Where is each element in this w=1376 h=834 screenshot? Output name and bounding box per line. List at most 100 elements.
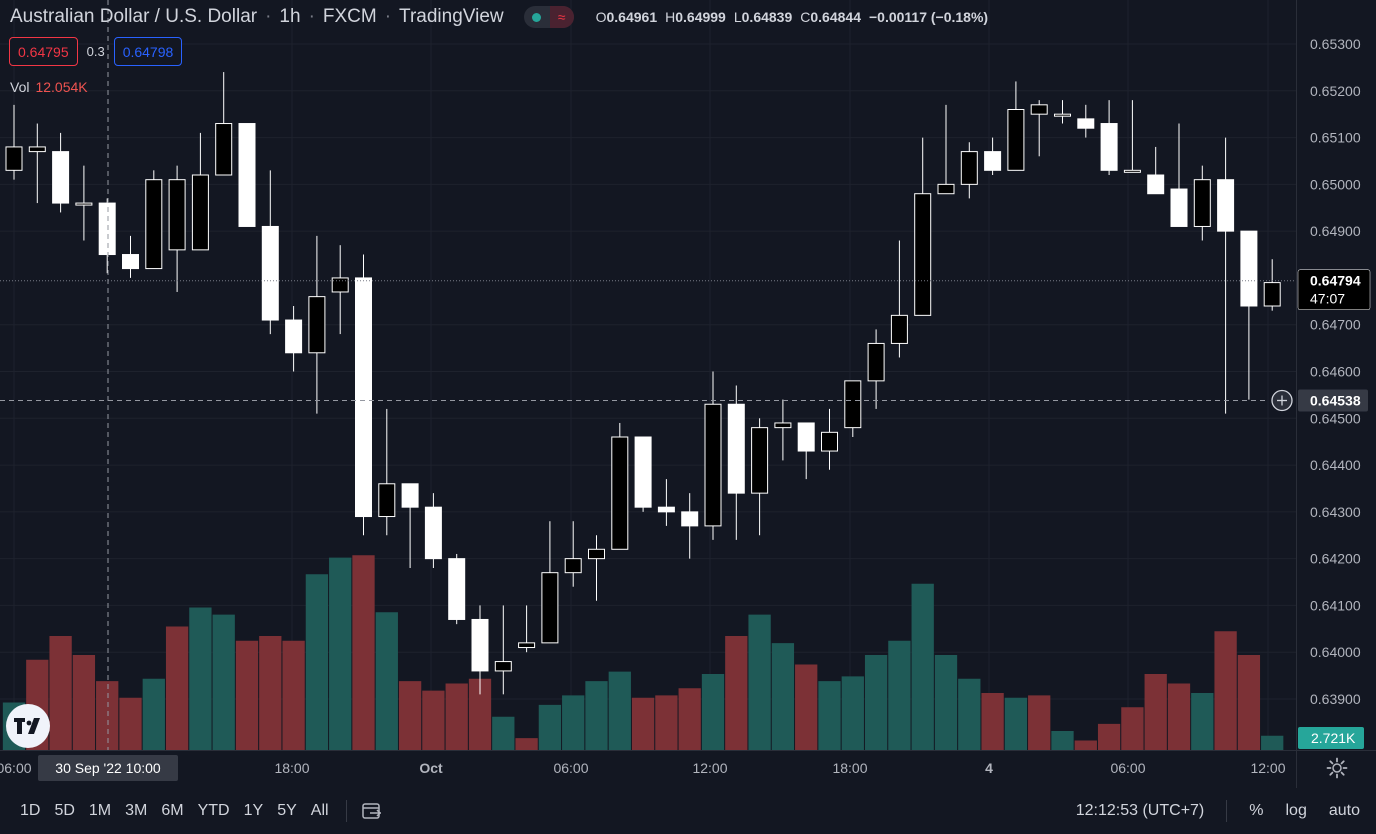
candle[interactable] [1193,165,1211,241]
candle[interactable] [122,235,139,278]
range-button-3m[interactable]: 3M [125,802,148,819]
candle[interactable] [98,198,116,274]
candle[interactable] [285,306,303,372]
candle[interactable] [1030,100,1048,157]
volume-axis-label [1298,727,1364,749]
candle[interactable] [1077,104,1095,138]
candle[interactable] [448,553,466,625]
candle[interactable] [168,165,186,292]
settings-gear-icon[interactable] [1326,757,1348,779]
volume-bar [72,655,96,750]
candle[interactable] [1100,100,1118,175]
candle[interactable] [5,104,23,180]
candle[interactable] [331,245,349,335]
symbol-name[interactable]: Australian Dollar / U.S. Dollar [10,6,258,27]
candle-body [611,436,629,550]
candle[interactable] [355,254,372,536]
source-label: TradingView [399,6,504,27]
interval-label[interactable]: 1h [279,6,301,27]
candle-body [331,277,349,293]
price-chart[interactable]: 0.65300 0.65200 0.65100 0.65000 0.64900 0.647… [0,0,1376,788]
tradingview-logo-icon [14,718,40,734]
volume-bar [1074,740,1097,750]
candle[interactable] [308,235,326,414]
candle[interactable] [75,165,93,241]
candle-body [564,558,582,574]
candle[interactable] [378,408,396,536]
range-button-1d[interactable]: 1D [20,802,41,819]
candle[interactable] [774,399,792,461]
candle[interactable] [1170,123,1188,227]
candle[interactable] [960,142,978,199]
candle[interactable] [215,72,233,176]
candle[interactable] [588,535,605,601]
candle-body [1077,118,1095,129]
auto-toggle[interactable]: auto [1328,802,1360,819]
candle[interactable] [1147,146,1165,195]
time-axis-tick: Oct [419,760,443,776]
candle[interactable] [1217,137,1235,414]
candle[interactable] [145,170,163,270]
candle[interactable] [518,605,536,653]
range-button-1m[interactable]: 1M [88,802,112,819]
candle-body [28,146,46,153]
candle[interactable] [1123,100,1141,173]
market-status-pill[interactable]: ≈ [523,6,574,28]
candle[interactable] [191,132,209,251]
candle[interactable] [914,137,932,316]
candle[interactable] [797,422,815,480]
candle[interactable] [1054,100,1071,124]
candle[interactable] [657,479,675,526]
candle[interactable] [238,123,256,227]
price-axis-tick: 0.64500 [1310,410,1361,426]
low-value: 0.64839 [741,9,793,25]
candle[interactable] [984,137,1002,175]
candle[interactable] [28,123,46,204]
range-button-5y[interactable]: 5Y [277,802,297,819]
volume-bar [1237,655,1261,750]
range-button-ytd[interactable]: YTD [197,802,230,819]
candle[interactable] [424,493,442,568]
candle[interactable] [937,104,955,195]
log-toggle[interactable]: log [1285,802,1307,819]
candle-body [5,146,23,171]
range-button-5d[interactable]: 5D [54,802,75,819]
candle[interactable] [52,132,70,213]
candle[interactable] [541,521,559,644]
candle[interactable] [751,418,769,536]
candle[interactable] [261,170,279,335]
candle[interactable] [681,493,699,559]
sell-button[interactable]: 0.64795 [9,37,78,66]
candle[interactable] [1007,81,1025,171]
timezone-clock[interactable]: 12:12:53 (UTC+7) [1075,802,1205,819]
percent-toggle[interactable]: % [1249,802,1264,819]
range-button-1y[interactable]: 1Y [243,802,264,819]
candle[interactable] [634,436,652,512]
goto-date-icon[interactable] [361,800,383,822]
candle-body [448,558,466,620]
candle[interactable] [564,521,582,587]
candle[interactable] [494,605,512,695]
tradingview-logo[interactable] [6,704,50,748]
range-button-6m[interactable]: 6M [161,802,184,819]
candle-body [960,151,978,185]
candle-body [424,506,442,560]
buy-button[interactable]: 0.64798 [113,37,183,66]
volume-axis-text: 2.721K [1311,730,1356,746]
candle[interactable] [890,240,908,358]
candle-body [821,431,838,452]
range-button-all[interactable]: All [310,802,329,819]
candle[interactable] [727,385,745,540]
candle[interactable] [1240,230,1258,400]
candle[interactable] [401,483,419,568]
candle[interactable] [867,329,885,409]
candle[interactable] [844,380,862,437]
candle[interactable] [821,408,838,470]
volume-bar [1214,631,1237,750]
candle[interactable] [1263,259,1281,311]
candle[interactable] [471,605,489,695]
candle-body [494,661,512,672]
candle[interactable] [704,371,722,540]
candle[interactable] [611,422,629,550]
candle-body [75,202,93,206]
